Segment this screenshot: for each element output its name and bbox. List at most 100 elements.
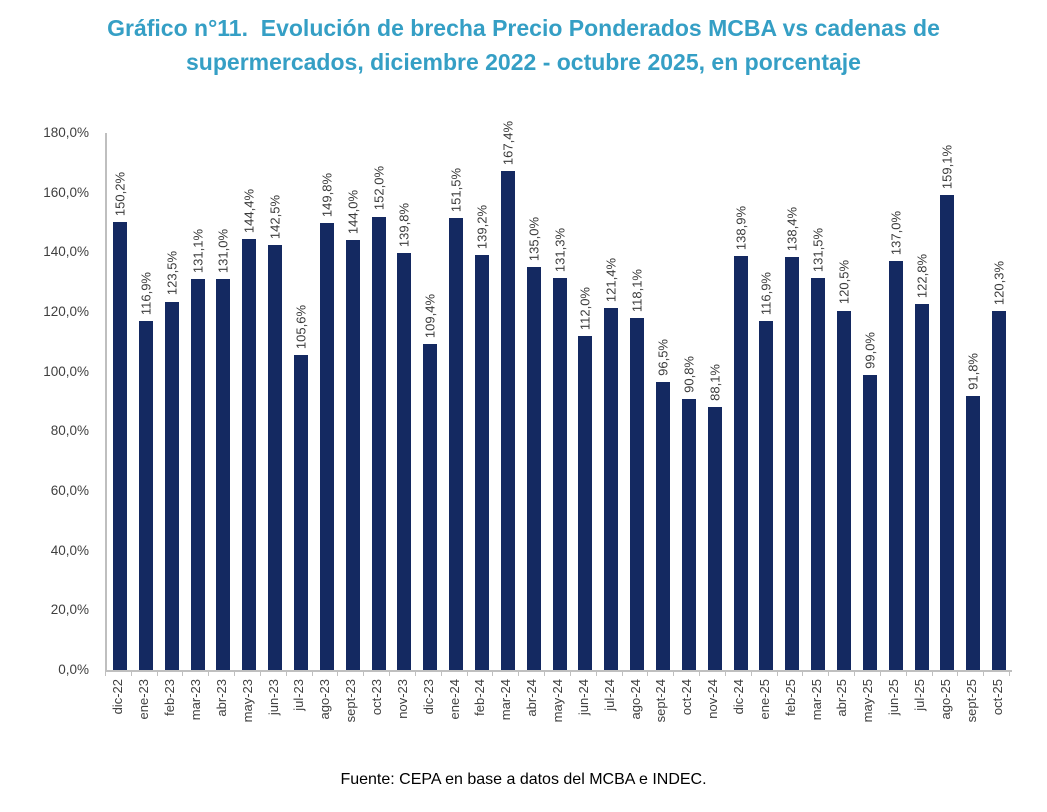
x-axis-tick [468,672,494,676]
x-axis-tick [674,672,701,676]
x-axis-label-cell: sept-24 [648,679,674,767]
x-axis-tick [726,672,752,676]
y-axis-label: 140,0% [43,244,89,260]
x-axis-label-cell: dic-22 [105,679,131,767]
bar [345,240,360,670]
x-axis-label: ago-25 [937,679,953,720]
source-note: Fuente: CEPA en base a datos del MCBA e … [340,771,707,788]
bar-value-label: 149,8% [319,173,335,218]
bar [112,221,127,670]
x-axis-tick [958,672,985,676]
x-axis-tick [313,672,339,676]
x-axis-label-cell: mar-25 [803,679,829,767]
bar-column: 112,0% [572,133,598,670]
bar [319,223,334,670]
x-axis-label-cell: jul-23 [286,679,312,767]
x-axis-label: jul-25 [912,679,928,711]
x-axis-tick [623,672,649,676]
x-axis-tick [287,672,313,676]
bar-column: 149,8% [314,133,340,670]
bar [526,267,541,670]
x-axis-tick [933,672,959,676]
bar-value-label: 116,9% [138,272,154,316]
x-axis-label: abr-24 [524,679,540,717]
x-axis-label: sept-25 [963,679,979,723]
x-axis-label-cell: oct-24 [674,679,700,767]
bar [759,321,774,670]
bar-column: 138,4% [779,133,805,670]
x-axis-label: ago-24 [627,679,643,720]
x-axis-label-cell: feb-25 [777,679,803,767]
bar-value-label: 122,8% [914,253,930,298]
bar [681,399,696,670]
bar-column: 122,8% [909,133,935,670]
x-axis-label: ago-23 [317,679,333,720]
x-axis-tick [752,672,778,676]
x-axis-label-cell: jun-25 [881,679,907,767]
x-axis-label: may-25 [860,679,876,723]
y-axis-label: 40,0% [50,542,89,558]
bar-column: 159,1% [935,133,961,670]
x-axis-label-cell: mar-23 [183,679,209,767]
x-axis-tick [132,672,158,676]
x-axis-tick [829,672,856,676]
x-axis-tick [493,672,520,676]
x-axis-labels: dic-22 ene-23 feb-23 mar-23 abr-23 may-23 jun-… [105,679,1010,767]
bar [268,244,283,670]
bar-value-label: 144,0% [345,190,361,235]
x-axis-label-cell: ene-25 [751,679,777,767]
bar-value-label: 91,8% [965,353,981,391]
x-axis-tick [364,672,391,676]
chart-title-line-1: Gráfico n°11. Evolución de brecha Precio… [107,15,940,41]
x-axis-tick [235,672,261,676]
bar [216,279,231,670]
bar [423,343,438,670]
x-axis-label: jul-23 [291,679,307,711]
x-axis-tick [416,672,442,676]
x-axis-label-cell: dic-23 [415,679,441,767]
x-axis-tick [984,672,1010,676]
y-axis-label: 60,0% [50,483,89,498]
bar-column: 116,9% [133,133,159,670]
x-axis-label-cell: may-23 [234,679,260,767]
x-axis-label-cell: oct-23 [364,679,390,767]
x-axis-ticks [105,672,1010,676]
bar-column: 167,4% [495,121,521,670]
bar [630,317,645,670]
bar-value-label: 120,5% [836,260,852,305]
bar-column: 137,0% [883,133,909,670]
bar [785,257,800,670]
x-axis-label-cell: ago-24 [622,679,648,767]
x-axis-tick [390,672,416,676]
y-axis-label: 20,0% [50,602,89,618]
x-axis-label-cell: nov-24 [700,679,726,767]
bar-column: 131,5% [805,133,831,670]
x-axis-tick [571,672,597,676]
x-axis-label: oct-25 [989,679,1005,716]
bar-value-label: 88,1% [707,364,723,402]
y-axis-label: 160,0% [43,184,89,200]
x-axis-tick [881,672,907,676]
x-axis-tick [545,672,571,676]
bar-value-label: 159,1% [939,145,955,190]
x-axis-label-cell: dic-24 [726,679,752,767]
bar-column: 144,4% [236,133,262,670]
bar [914,303,929,670]
bar [992,311,1007,670]
x-axis-tick [158,672,184,676]
y-axis-label: 120,0% [43,304,89,319]
bar-value-label: 144,4% [241,189,257,234]
bar-column: 131,1% [185,133,211,670]
bar-column: 131,3% [547,133,573,670]
bar [138,321,153,670]
bar-column: 118,1% [624,133,650,670]
bar [500,170,515,670]
chart-title: Gráfico n°11. Evolución de brecha Precio… [0,11,1047,79]
x-axis-tick [907,672,933,676]
bar-value-label: 167,4% [500,120,516,165]
bar [655,382,670,670]
x-axis-label-cell: ago-25 [933,679,959,767]
x-axis-tick [700,672,726,676]
x-axis-label: oct-23 [369,679,385,716]
x-axis-tick [209,672,236,676]
